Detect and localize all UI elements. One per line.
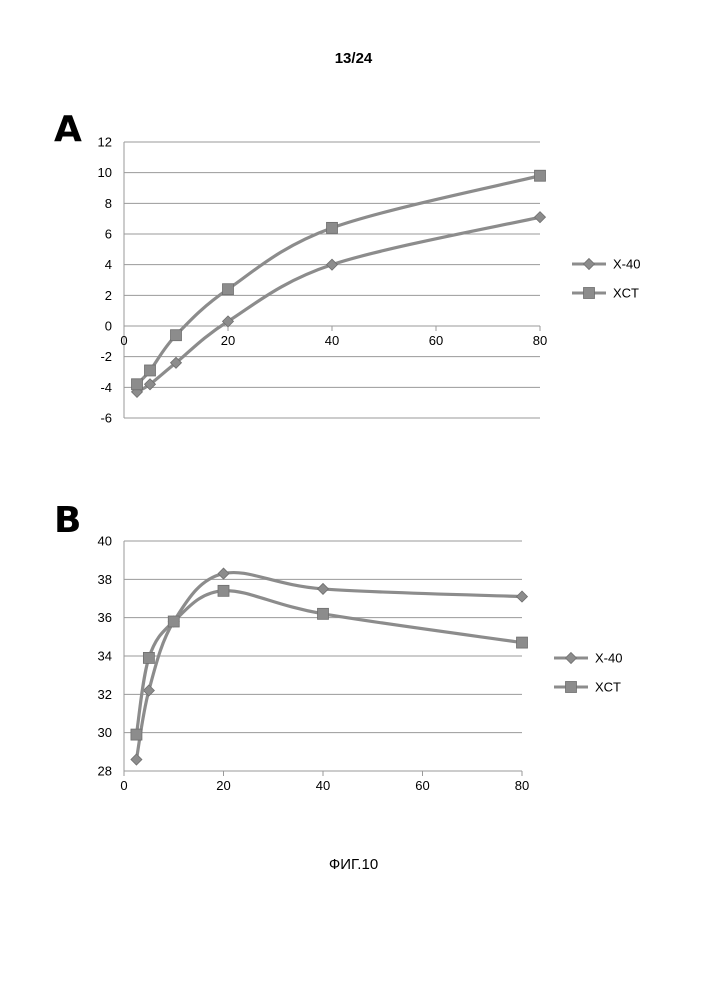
chart-a-legend-marker-x-40 <box>582 257 596 271</box>
chart-a-point-xct <box>326 221 338 234</box>
chart-b-point-x-40 <box>130 753 143 766</box>
chart-b-series-line-xct <box>134 589 523 735</box>
chart-b-point-x-40 <box>142 684 155 697</box>
chart-a-y-tick-label: -4 <box>100 380 112 395</box>
chart-a-point-xct <box>222 283 234 296</box>
chart-a-legend-label-xct: XCT <box>613 286 639 301</box>
chart-b-point-xct <box>317 607 329 620</box>
chart-b-y-tick-label: 32 <box>98 687 112 702</box>
chart-b-y-tick-label: 28 <box>98 764 112 779</box>
chart-a-x-tick-label: 40 <box>325 333 339 348</box>
chart-a-legend-marker-xct <box>583 287 595 299</box>
chart-b-x-tick-label: 0 <box>120 778 127 793</box>
chart-b-y-tick-label: 40 <box>98 534 112 549</box>
panel-letter-b: B <box>54 500 82 541</box>
chart-a-y-tick-label: 10 <box>98 165 112 180</box>
chart-a-point-x-40 <box>325 258 339 271</box>
chart-b-x-tick-label: 80 <box>515 778 529 793</box>
chart-b: 40 38 36 34 32 30 28 0 20 40 60 80 X-40 XCT <box>98 534 623 794</box>
chart-b-x-tick-label: 60 <box>415 778 429 793</box>
chart-a-point-xct <box>534 169 546 182</box>
panel-letter-a: A <box>54 109 82 150</box>
chart-b-x-tick-label: 20 <box>216 778 230 793</box>
chart-b-y-tick-label: 34 <box>98 649 112 664</box>
chart-a-y-tick-label: 6 <box>105 227 112 242</box>
chart-b-point-xct <box>142 652 155 664</box>
chart-b-x-tick-label: 40 <box>316 778 330 793</box>
chart-a-x-tick-label: 0 <box>120 333 127 348</box>
chart-a-y-tick-label: 0 <box>105 319 112 334</box>
figure-caption: ФИГ.10 <box>328 856 379 873</box>
chart-a-point-x-40 <box>221 315 235 328</box>
chart-a-x-tick-label: 80 <box>533 333 547 348</box>
chart-b-y-tick-label: 36 <box>98 610 112 625</box>
chart-b-legend-marker-x-40 <box>564 651 578 665</box>
chart-a-point-x-40 <box>169 356 183 369</box>
chart-b-point-xct <box>167 615 180 628</box>
chart-b-legend-marker-xct <box>565 681 577 693</box>
chart-b-point-xct <box>217 584 230 597</box>
chart-a-y-tick-label: 12 <box>98 135 112 150</box>
chart-a-point-xct <box>131 378 143 391</box>
chart-a-legend-label-x-40: X-40 <box>613 257 640 272</box>
chart-a-point-xct <box>170 329 182 342</box>
chart-a-y-tick-label: 4 <box>105 257 112 272</box>
chart-a-y-tick-label: -6 <box>100 411 112 426</box>
chart-a-y-tick-label: 8 <box>105 196 112 211</box>
chart-a-y-tick-label: 2 <box>105 288 112 303</box>
chart-a-point-x-40 <box>533 211 547 224</box>
chart-b-y-tick-label: 38 <box>98 572 112 587</box>
chart-b-point-x-40 <box>316 582 330 595</box>
chart-b-point-x-40 <box>515 590 529 603</box>
chart-a-point-xct <box>144 364 156 377</box>
chart-a-x-tick-label: 20 <box>221 333 235 348</box>
chart-b-legend-label-x-40: X-40 <box>595 651 622 666</box>
chart-b-point-xct <box>130 728 143 741</box>
chart-a-x-tick-label: 60 <box>429 333 443 348</box>
chart-a-point-x-40 <box>143 378 157 391</box>
chart-b-legend-label-xct: XCT <box>595 680 621 695</box>
chart-b-point-xct <box>516 636 528 649</box>
page-number: 13/24 <box>334 50 373 67</box>
chart-b-point-x-40 <box>217 567 230 580</box>
chart-b-y-tick-label: 30 <box>98 725 112 740</box>
chart-a-y-tick-label: -2 <box>100 349 112 364</box>
